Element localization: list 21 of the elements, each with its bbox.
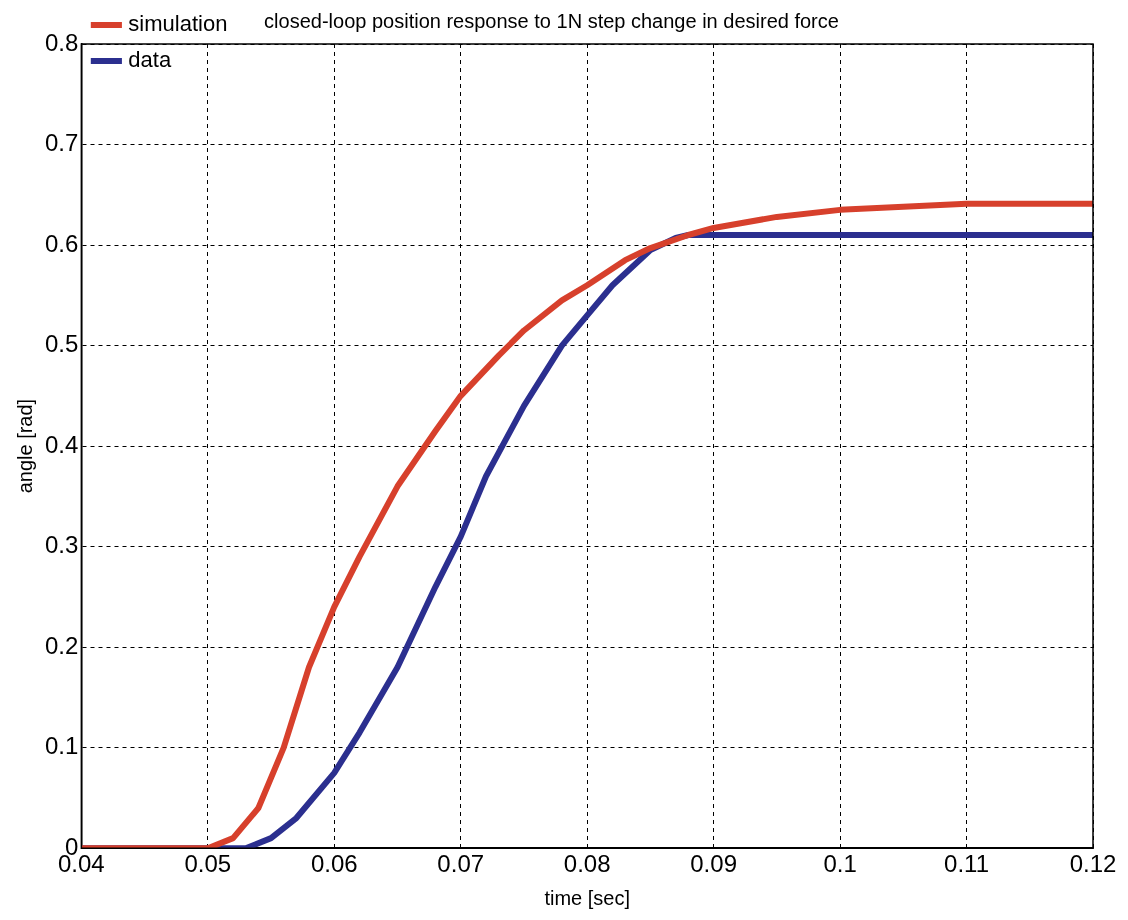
y-tick-label: 0.2	[44, 631, 79, 659]
y-tick-label: 0.1	[44, 732, 79, 760]
y-tick-label: 0.6	[44, 229, 79, 257]
legend-label: simulation	[128, 11, 228, 37]
chart-title: closed-loop position response to 1N step change in desired force	[264, 9, 839, 32]
x-axis-title: time [sec]	[544, 886, 630, 909]
y-axis-title: angle [rad]	[13, 398, 36, 494]
x-tick-label: 0.05	[184, 850, 232, 878]
x-tick-label: 0.11	[944, 850, 990, 878]
x-tick-label: 0.12	[1069, 850, 1117, 878]
y-tick-label: 0.5	[44, 330, 79, 358]
y-tick-label: 0.8	[44, 28, 79, 56]
x-tick-label: 0.1	[823, 850, 857, 878]
x-tick-label: 0.08	[563, 850, 611, 878]
legend-label: data	[128, 47, 172, 73]
x-tick-label: 0.09	[690, 850, 737, 878]
x-tick-label: 0.07	[437, 850, 485, 878]
x-tick-label: 0.06	[310, 850, 358, 878]
y-tick-label: 0.4	[44, 430, 79, 458]
y-tick-label: 0.3	[44, 531, 79, 559]
y-tick-label: 0.7	[44, 129, 79, 157]
